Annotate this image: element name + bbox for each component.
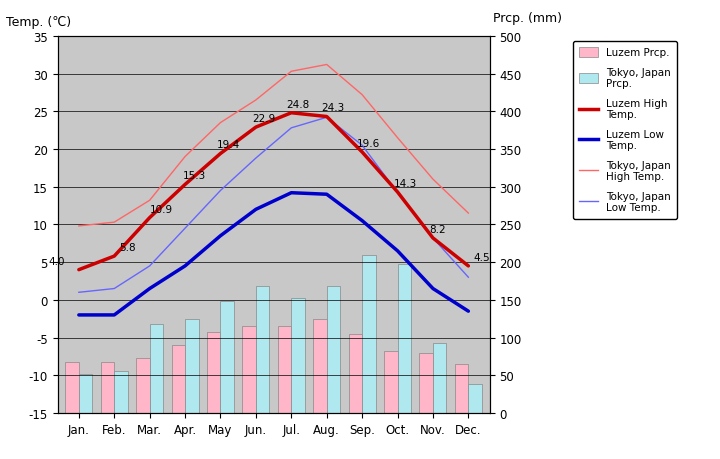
Tokyo, Japan
High Temp. [216,121,225,126]
Bar [150,324,163,413]
Bar [455,364,468,413]
Bar [101,363,114,413]
Bar [207,333,220,413]
Text: 24.3: 24.3 [321,103,345,113]
Luzem Low
Temp. [393,248,402,254]
Tokyo, Japan
Low Temp. [75,290,84,296]
Bar [66,363,79,413]
Tokyo, Japan
High Temp. [287,69,296,75]
Luzem Low
Temp. [287,190,296,196]
Tokyo, Japan
Low Temp. [251,156,260,162]
Text: 4.5: 4.5 [474,252,490,262]
Luzem Low
Temp. [75,313,84,318]
Luzem Low
Temp. [181,263,189,269]
Tokyo, Japan
Low Temp. [110,286,119,291]
Bar [348,334,362,413]
Luzem High
Temp. [287,111,296,116]
Text: 14.3: 14.3 [394,179,418,189]
Bar [433,343,446,413]
Text: 4.0: 4.0 [49,256,66,266]
Tokyo, Japan
Low Temp. [181,226,189,231]
Luzem Low
Temp. [464,309,472,314]
Tokyo, Japan
High Temp. [393,135,402,141]
Bar [171,345,185,413]
Text: 24.8: 24.8 [286,100,310,110]
Luzem Low
Temp. [323,192,331,197]
Text: 19.6: 19.6 [357,139,380,149]
Luzem High
Temp. [251,125,260,130]
Tokyo, Japan
High Temp. [464,211,472,216]
Bar [278,326,292,413]
Tokyo, Japan
Low Temp. [358,143,366,149]
Bar [185,319,199,413]
Bar [256,286,269,413]
Tokyo, Japan
Low Temp. [216,188,225,194]
Text: 22.9: 22.9 [252,114,276,124]
Text: 10.9: 10.9 [150,204,173,214]
Tokyo, Japan
Low Temp. [464,275,472,280]
Bar [397,265,411,413]
Bar [79,374,92,413]
Bar [420,353,433,413]
Luzem High
Temp. [216,151,225,157]
Luzem High
Temp. [181,182,189,188]
Bar [243,326,256,413]
Text: Temp. (℃): Temp. (℃) [6,16,71,29]
Luzem Low
Temp. [110,313,119,318]
Tokyo, Japan
High Temp. [145,198,154,204]
Luzem High
Temp. [75,267,84,273]
Tokyo, Japan
Low Temp. [145,263,154,269]
Line: Tokyo, Japan
Low Temp.: Tokyo, Japan Low Temp. [79,118,468,293]
Tokyo, Japan
High Temp. [181,154,189,160]
Luzem High
Temp. [145,215,154,221]
Line: Tokyo, Japan
High Temp.: Tokyo, Japan High Temp. [79,65,468,226]
Text: 5.8: 5.8 [120,242,136,252]
Bar [292,298,305,413]
Bar [220,302,234,413]
Luzem Low
Temp. [216,234,225,239]
Text: 8.2: 8.2 [429,224,446,235]
Bar [136,358,150,413]
Luzem High
Temp. [110,254,119,259]
Text: Prcp. (mm): Prcp. (mm) [493,12,562,25]
Tokyo, Japan
High Temp. [428,177,437,183]
Luzem High
Temp. [464,263,472,269]
Bar [362,255,376,413]
Tokyo, Japan
Low Temp. [428,236,437,241]
Legend: Luzem Prcp., Tokyo, Japan
Prcp., Luzem High
Temp., Luzem Low
Temp., Tokyo, Japan: Luzem Prcp., Tokyo, Japan Prcp., Luzem H… [572,42,677,219]
Tokyo, Japan
High Temp. [110,220,119,225]
Tokyo, Japan
High Temp. [251,98,260,103]
Tokyo, Japan
High Temp. [358,93,366,98]
Tokyo, Japan
Low Temp. [287,126,296,131]
Tokyo, Japan
Low Temp. [323,115,331,121]
Luzem High
Temp. [358,150,366,156]
Line: Luzem Low
Temp.: Luzem Low Temp. [79,193,468,315]
Luzem Low
Temp. [358,218,366,224]
Luzem Low
Temp. [145,286,154,291]
Tokyo, Japan
High Temp. [75,224,84,229]
Tokyo, Japan
Low Temp. [393,190,402,196]
Luzem Low
Temp. [428,286,437,291]
Text: 19.4: 19.4 [217,140,240,150]
Line: Luzem High
Temp.: Luzem High Temp. [79,113,468,270]
Bar [468,384,482,413]
Tokyo, Japan
High Temp. [323,62,331,68]
Bar [384,352,397,413]
Bar [313,319,327,413]
Luzem High
Temp. [428,236,437,241]
Luzem High
Temp. [323,114,331,120]
Text: 15.3: 15.3 [184,171,207,181]
Luzem Low
Temp. [251,207,260,213]
Bar [327,286,340,413]
Bar [114,371,127,413]
Luzem High
Temp. [393,190,402,195]
